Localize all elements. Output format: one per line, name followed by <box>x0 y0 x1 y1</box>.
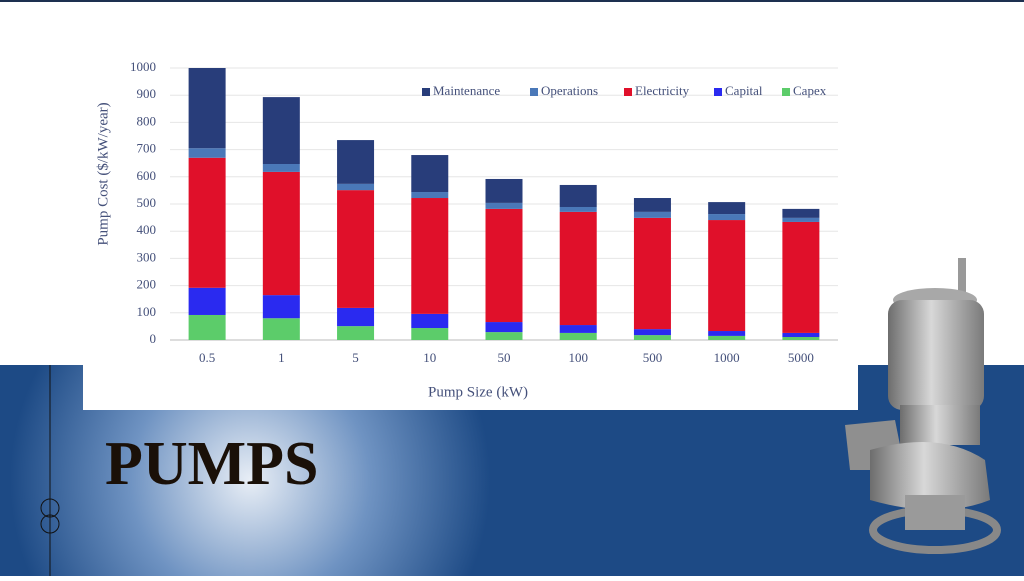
bar-segment <box>337 326 375 340</box>
y-tick-label: 600 <box>137 168 157 183</box>
bar-segment <box>188 287 226 315</box>
y-tick-label: 700 <box>137 141 157 156</box>
bar-segment <box>262 164 300 172</box>
legend-swatch <box>422 88 430 96</box>
bar-segment <box>559 206 597 212</box>
x-tick-label: 1000 <box>714 350 740 365</box>
bar-segment <box>411 192 449 199</box>
bar-segment <box>485 322 523 333</box>
legend-label: Maintenance <box>433 83 500 98</box>
x-axis-label: Pump Size (kW) <box>428 384 528 400</box>
bar-segment <box>708 335 746 340</box>
bar-segment <box>782 208 820 218</box>
deco-circle <box>40 498 60 518</box>
x-tick-label: 5000 <box>788 350 814 365</box>
legend-label: Electricity <box>635 83 690 98</box>
bar-segment <box>337 190 375 308</box>
bar-segment <box>633 198 671 212</box>
bar-segment <box>485 202 523 209</box>
bar-segment <box>485 332 523 340</box>
bar-segment <box>708 214 746 221</box>
bar-segment <box>708 202 746 215</box>
bar-segment <box>411 313 449 329</box>
y-tick-label: 300 <box>137 249 157 264</box>
bar-segment <box>633 329 671 336</box>
legend-swatch <box>530 88 538 96</box>
x-tick-label: 500 <box>643 350 663 365</box>
legend-swatch <box>714 88 722 96</box>
bar-segment <box>337 183 375 191</box>
y-axis-label: Pump Cost ($/kW/year) <box>95 102 111 245</box>
y-tick-label: 200 <box>137 277 157 292</box>
bar-segment <box>337 307 375 327</box>
bar-segment <box>411 328 449 340</box>
bar-segment <box>188 148 226 158</box>
bar-segment <box>559 332 597 340</box>
bar-segment <box>262 318 300 340</box>
legend-label: Capital <box>725 83 763 98</box>
legend-label: Operations <box>541 83 598 98</box>
bar-segment <box>782 337 820 340</box>
x-tick-label: 0.5 <box>199 350 215 365</box>
bar-segment <box>485 178 523 203</box>
pump-image <box>845 258 1001 554</box>
bar-segment <box>633 211 671 218</box>
bar-segment <box>633 335 671 340</box>
slide-title: PUMPS <box>105 430 319 498</box>
bar-segment <box>411 198 449 314</box>
bar-segment <box>559 184 597 207</box>
bar-segment <box>188 68 226 149</box>
x-tick-label: 1 <box>278 350 285 365</box>
bar-segment <box>262 171 300 296</box>
y-tick-label: 500 <box>137 195 157 210</box>
bar-segment <box>188 314 226 340</box>
bar-segment <box>708 331 746 336</box>
y-tick-label: 400 <box>137 222 157 237</box>
y-tick-label: 800 <box>137 113 157 128</box>
x-tick-label: 10 <box>423 350 436 365</box>
x-tick-label: 100 <box>568 350 588 365</box>
bar-segment <box>262 97 300 165</box>
x-tick-label: 50 <box>498 350 511 365</box>
bar-segment <box>708 220 746 332</box>
deco-circle <box>40 514 60 534</box>
bar-segment <box>411 155 449 193</box>
bar-segment <box>559 325 597 333</box>
bar-segment <box>337 140 375 184</box>
bar-segment <box>782 217 820 222</box>
bar-segment <box>782 221 820 333</box>
y-tick-label: 0 <box>150 331 157 346</box>
y-tick-label: 900 <box>137 86 157 101</box>
x-tick-label: 5 <box>352 350 359 365</box>
legend-swatch <box>624 88 632 96</box>
bar-segment <box>262 295 300 319</box>
bar-segment <box>782 332 820 338</box>
top-border <box>0 0 1024 2</box>
y-tick-label: 1000 <box>130 59 156 74</box>
legend-label: Capex <box>793 83 827 98</box>
bar-segment <box>559 211 597 326</box>
legend-swatch <box>782 88 790 96</box>
bar-segment <box>633 217 671 330</box>
y-tick-label: 100 <box>137 304 157 319</box>
bar-segment <box>485 208 523 323</box>
bar-segment <box>188 157 226 288</box>
